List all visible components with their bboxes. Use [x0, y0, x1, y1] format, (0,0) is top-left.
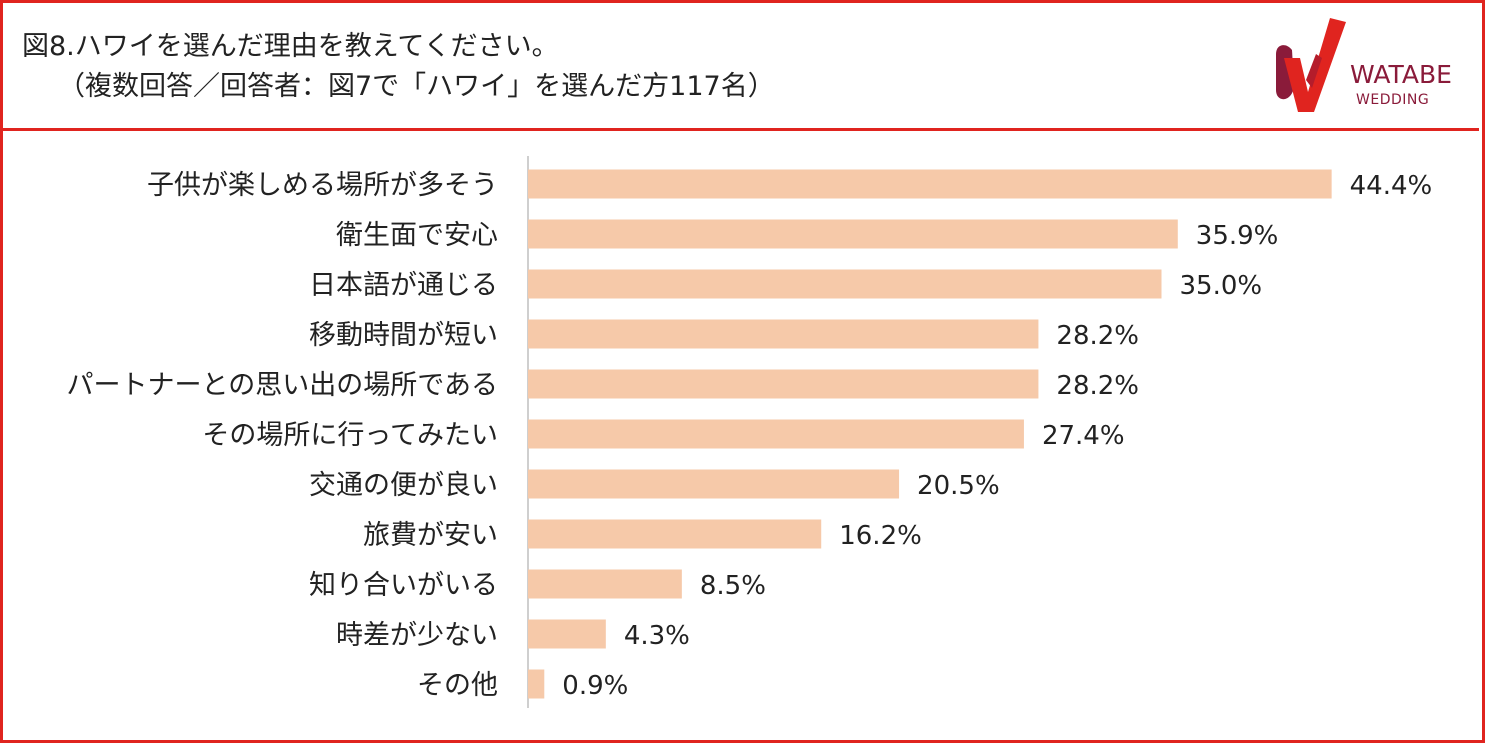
- data-label: 35.0%: [1180, 271, 1263, 301]
- logo-wordmark-watabe: WATABE: [1350, 60, 1452, 89]
- category-label: その他: [417, 670, 498, 701]
- data-label: 35.9%: [1196, 221, 1279, 251]
- category-label: その場所に行ってみたい: [202, 420, 498, 451]
- data-label: 27.4%: [1042, 421, 1125, 451]
- category-label: 子供が楽しめる場所が多そう: [147, 170, 498, 201]
- category-label: 知り合いがいる: [309, 570, 498, 601]
- bar-chart: 子供が楽しめる場所が多そう 44.4% 衛生面で安心 35.9% 日本語が通じる 35.0…: [67, 156, 1433, 708]
- data-label: 0.9%: [562, 671, 628, 701]
- category-label: 日本語が通じる: [309, 270, 498, 301]
- category-label: 旅費が安い: [363, 520, 498, 551]
- bar: [528, 269, 1162, 299]
- data-label: 8.5%: [700, 571, 766, 601]
- bar: [528, 469, 900, 499]
- data-label: 44.4%: [1350, 171, 1433, 201]
- data-label: 4.3%: [624, 621, 690, 651]
- bar: [528, 569, 682, 599]
- bar: [528, 419, 1024, 449]
- data-label: 28.2%: [1056, 371, 1139, 401]
- watabe-wedding-logo: WATABE WEDDING: [1270, 14, 1475, 114]
- chart-subtitle: （複数回答／回答者：図7で「ハワイ」を選んだ方117名）: [58, 71, 775, 102]
- bar: [528, 669, 545, 699]
- data-label: 28.2%: [1056, 321, 1139, 351]
- category-label: パートナーとの思い出の場所である: [67, 370, 498, 401]
- category-label: 衛生面で安心: [336, 220, 498, 251]
- watabe-wedding-logo-mark-icon: [1276, 18, 1346, 112]
- bar: [528, 519, 822, 549]
- category-label: 交通の便が良い: [309, 470, 498, 501]
- data-label: 20.5%: [917, 471, 1000, 501]
- category-label: 移動時間が短い: [309, 320, 498, 351]
- logo-wordmark-wedding: WEDDING: [1356, 92, 1430, 108]
- chart-header: 図8.ハワイを選んだ理由を教えてください。 （複数回答／回答者：図7で「ハワイ」…: [0, 0, 1479, 131]
- data-label: 16.2%: [839, 521, 922, 551]
- chart-title: 図8.ハワイを選んだ理由を教えてください。: [22, 31, 559, 62]
- bar: [528, 369, 1039, 399]
- bar: [528, 219, 1178, 249]
- bar: [528, 619, 606, 649]
- bar: [528, 319, 1039, 349]
- bar: [528, 169, 1332, 199]
- category-label: 時差が少ない: [336, 620, 498, 651]
